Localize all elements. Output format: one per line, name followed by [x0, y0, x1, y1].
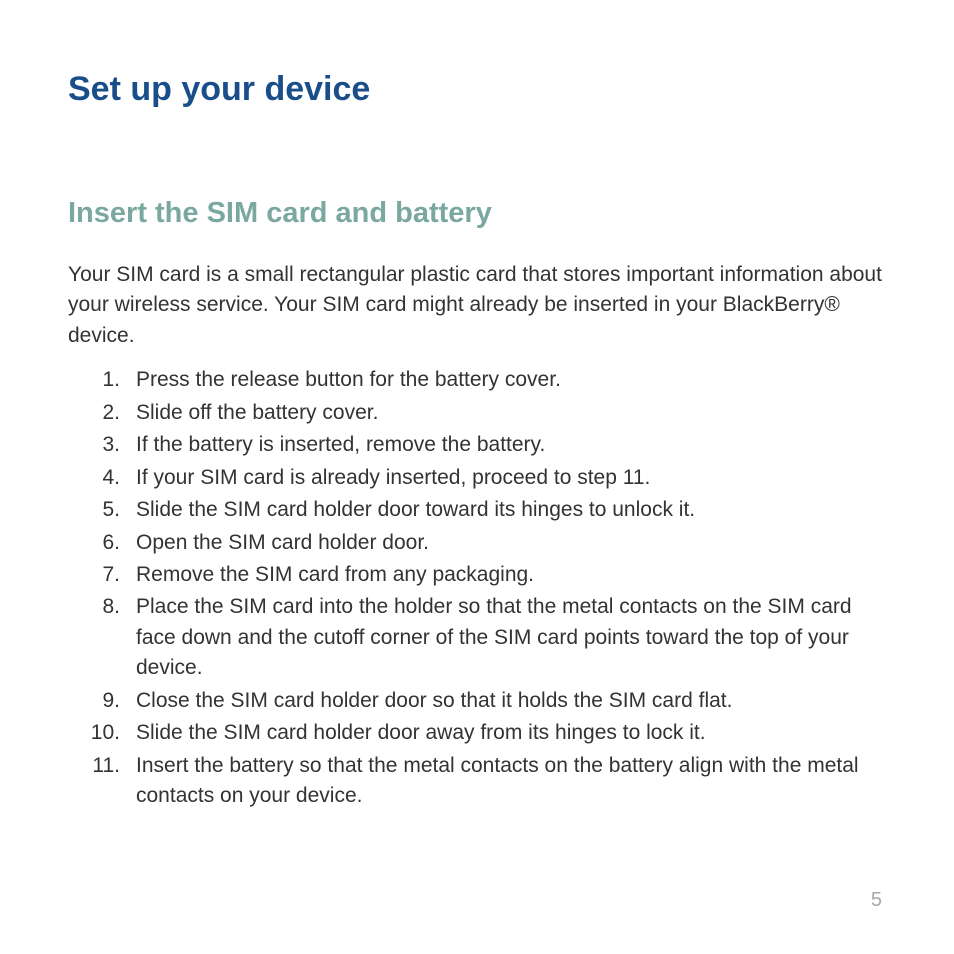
page-title: Set up your device — [68, 70, 886, 109]
page-number: 5 — [871, 889, 882, 912]
step-item: Slide the SIM card holder door toward it… — [68, 495, 886, 525]
steps-list: Press the release button for the battery… — [68, 365, 886, 811]
section-intro: Your SIM card is a small rectangular pla… — [68, 260, 886, 351]
step-item: Insert the battery so that the metal con… — [68, 751, 886, 812]
step-item: Open the SIM card holder door. — [68, 528, 886, 558]
section-heading: Insert the SIM card and battery — [68, 197, 886, 230]
step-item: Press the release button for the battery… — [68, 365, 886, 395]
step-item: Slide the SIM card holder door away from… — [68, 718, 886, 748]
step-item: If the battery is inserted, remove the b… — [68, 430, 886, 460]
step-item: Place the SIM card into the holder so th… — [68, 592, 886, 683]
step-item: If your SIM card is already inserted, pr… — [68, 463, 886, 493]
step-item: Close the SIM card holder door so that i… — [68, 686, 886, 716]
step-item: Slide off the battery cover. — [68, 398, 886, 428]
step-item: Remove the SIM card from any packaging. — [68, 560, 886, 590]
